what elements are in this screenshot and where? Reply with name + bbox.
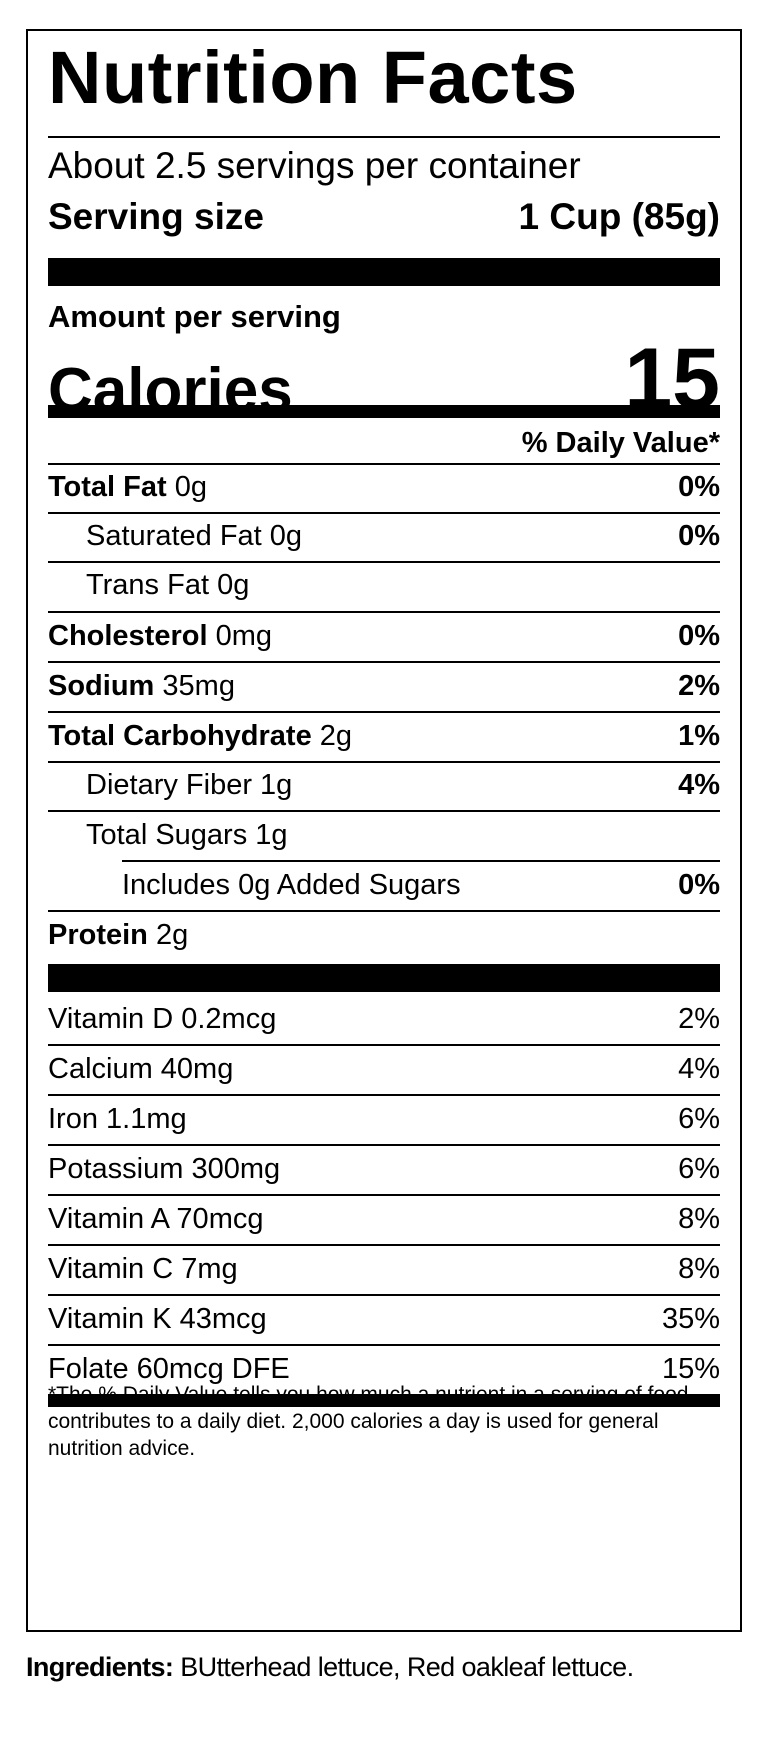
servings-per-container: About 2.5 servings per container: [48, 145, 581, 186]
nutrient-dv: 4%: [678, 768, 720, 801]
medium-divider: [48, 405, 720, 418]
vitamin-label: Calcium 40mg: [48, 1052, 234, 1085]
vitamin-dv: 8%: [678, 1252, 720, 1285]
divider: [48, 1044, 720, 1046]
nutrient-label: Dietary Fiber 1g: [86, 768, 293, 801]
nutrient-label: Cholesterol 0mg: [48, 619, 273, 652]
ingredients-line: Ingredients: BUtterhead lettuce, Red oak…: [26, 1652, 634, 1683]
vitamin-row-vitamin-k: Vitamin K 43mcg 35%: [48, 1294, 720, 1344]
vitamin-label: Vitamin C 7mg: [48, 1252, 238, 1285]
nutrition-label: Nutrition Facts About 2.5 servings per c…: [26, 29, 742, 1632]
nutrient-label: Total Sugars 1g: [86, 818, 288, 851]
nutrient-dv: 0%: [678, 519, 720, 552]
daily-value-header: % Daily Value*: [521, 427, 720, 459]
nutrient-label: Saturated Fat 0g: [86, 519, 303, 552]
nutrient-dv: 1%: [678, 719, 720, 752]
vitamin-label: Folate 60mcg DFE: [48, 1352, 290, 1385]
nutrient-dv: 0%: [678, 868, 720, 901]
ingredients-text: BUtterhead lettuce, Red oakleaf lettuce.: [180, 1652, 634, 1682]
divider: [48, 910, 720, 912]
vitamin-row-potassium: Potassium 300mg 6%: [48, 1144, 720, 1194]
divider: [48, 1244, 720, 1246]
vitamin-label: Iron 1.1mg: [48, 1102, 187, 1135]
divider: [48, 611, 720, 613]
vitamin-label: Vitamin K 43mcg: [48, 1302, 267, 1335]
nutrient-label: Protein 2g: [48, 918, 189, 951]
vitamin-dv: 15%: [661, 1352, 720, 1385]
vitamin-label: Vitamin D 0.2mcg: [48, 1002, 277, 1035]
nutrient-row-saturated-fat: Saturated Fat 0g 0%: [48, 511, 720, 561]
nutrient-dv: 0%: [678, 619, 720, 652]
divider: [122, 860, 720, 862]
nutrient-label: Sodium 35mg: [48, 669, 235, 702]
divider: [48, 810, 720, 812]
nutrient-row-cholesterol: Cholesterol 0mg 0%: [48, 611, 720, 661]
divider: [48, 761, 720, 763]
nutrient-row-trans-fat: Trans Fat 0g: [48, 560, 720, 610]
divider: [48, 661, 720, 663]
nutrient-row-sodium: Sodium 35mg 2%: [48, 661, 720, 711]
label-title: Nutrition Facts: [48, 36, 578, 119]
divider: [48, 463, 720, 465]
vitamin-dv: 6%: [678, 1102, 720, 1135]
divider: [48, 136, 720, 138]
divider: [48, 1094, 720, 1096]
vitamin-row-calcium: Calcium 40mg 4%: [48, 1044, 720, 1094]
vitamin-dv: 35%: [661, 1302, 720, 1335]
amount-per-serving: Amount per serving: [48, 299, 341, 334]
thick-divider: [48, 258, 720, 286]
vitamin-row-vitamin-a: Vitamin A 70mcg 8%: [48, 1194, 720, 1244]
nutrient-label: Includes 0g Added Sugars: [122, 868, 461, 901]
nutrient-dv: 0%: [678, 470, 720, 503]
vitamin-dv: 2%: [678, 1002, 720, 1035]
nutrient-label: Total Fat 0g: [48, 470, 208, 503]
vitamin-label: Vitamin A 70mcg: [48, 1202, 264, 1235]
medium-divider: [48, 1394, 720, 1407]
nutrient-row-total-sugars: Total Sugars 1g: [48, 810, 720, 860]
vitamin-row-vitamin-d: Vitamin D 0.2mcg 2%: [48, 994, 720, 1044]
vitamin-dv: 8%: [678, 1202, 720, 1235]
vitamin-row-vitamin-c: Vitamin C 7mg 8%: [48, 1244, 720, 1294]
divider: [48, 1144, 720, 1146]
divider: [48, 1194, 720, 1196]
vitamin-row-iron: Iron 1.1mg 6%: [48, 1094, 720, 1144]
nutrient-dv: 2%: [678, 669, 720, 702]
vitamin-dv: 6%: [678, 1152, 720, 1185]
nutrient-label: Total Carbohydrate 2g: [48, 719, 353, 752]
thick-divider: [48, 964, 720, 992]
nutrient-label: Trans Fat 0g: [86, 568, 250, 601]
vitamin-label: Potassium 300mg: [48, 1152, 281, 1185]
vitamin-row-folate: Folate 60mcg DFE 15%: [48, 1344, 720, 1394]
serving-size-row: Serving size 1 Cup (85g): [48, 198, 720, 235]
divider: [48, 1294, 720, 1296]
nutrient-row-protein: Protein 2g: [48, 910, 720, 960]
footnote: *The % Daily Value tells you how much a …: [48, 1383, 689, 1460]
nutrient-row-total-fat: Total Fat 0g 0%: [48, 462, 720, 512]
serving-size-value: 1 Cup (85g): [518, 196, 720, 237]
ingredients-label: Ingredients:: [26, 1652, 174, 1682]
nutrient-row-total-carbohydrate: Total Carbohydrate 2g 1%: [48, 711, 720, 761]
serving-size-label: Serving size: [48, 196, 264, 237]
divider: [48, 561, 720, 563]
vitamin-dv: 4%: [678, 1052, 720, 1085]
nutrient-row-added-sugars: Includes 0g Added Sugars 0%: [48, 860, 720, 910]
divider: [48, 711, 720, 713]
divider: [48, 512, 720, 514]
divider: [48, 1344, 720, 1346]
nutrient-row-dietary-fiber: Dietary Fiber 1g 4%: [48, 760, 720, 810]
